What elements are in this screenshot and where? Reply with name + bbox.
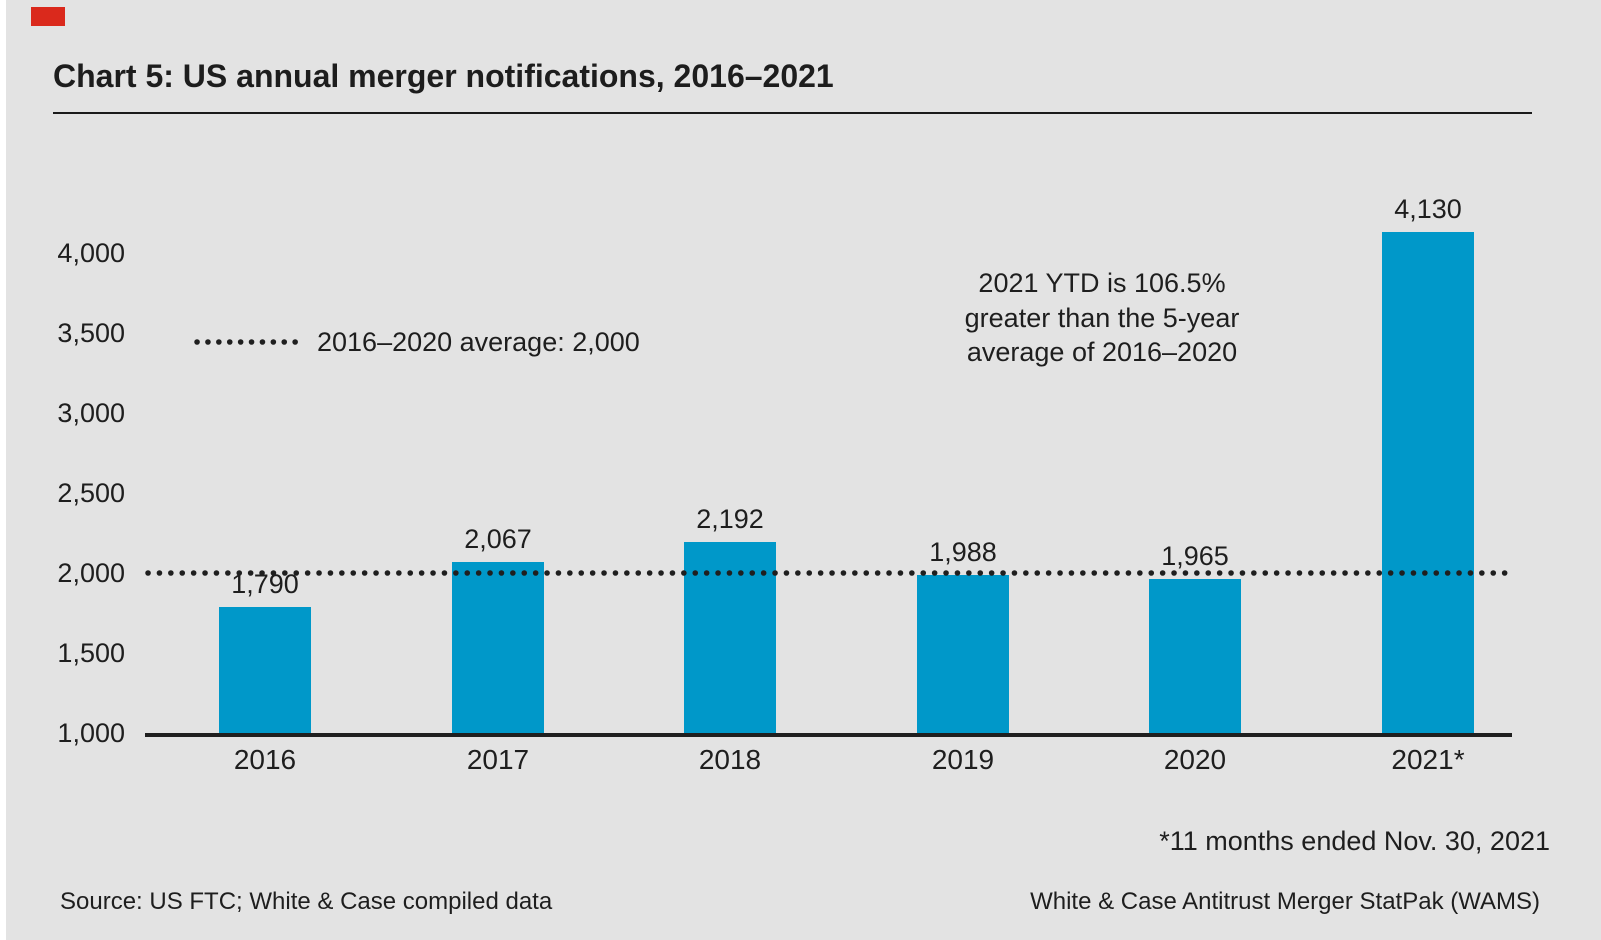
annotation-line-2: greater than the 5-year [964,302,1240,333]
chart-annotation: 2021 YTD is 106.5% greater than the 5-ye… [932,266,1272,370]
annotation-line-3: average of 2016–2020 [966,337,1238,367]
y-axis-tick-label: 2,000 [57,558,125,588]
bar-value-label: 1,790 [231,569,299,599]
bar-2019 [917,575,1009,733]
chart-title: Chart 5: US annual merger notifications,… [53,58,834,94]
bar-2017 [452,562,544,733]
dotted-line-swatch-icon [194,339,305,345]
left-edge-strip [0,0,6,940]
x-axis-category-label: 2017 [466,744,530,775]
x-axis-line [145,733,1512,737]
bar-2021 [1382,232,1474,733]
y-axis-tick-label: 1,500 [57,638,125,668]
bar-value-label: 2,192 [696,504,764,534]
x-axis-category-label: 2021* [1391,744,1465,775]
bar-value-label: 4,130 [1394,194,1462,224]
x-axis-category-label: 2019 [931,744,995,775]
publication-note: White & Case Antitrust Merger StatPak (W… [1030,888,1540,915]
bar-value-label: 1,965 [1161,541,1229,571]
y-axis-tick-label: 2,500 [57,478,125,508]
bar-2020 [1149,579,1241,733]
y-axis-tick-label: 4,000 [57,238,125,268]
y-axis-tick-label: 3,000 [57,398,125,428]
chart-footnote: *11 months ended Nov. 30, 2021 [1159,826,1550,856]
y-axis-tick-label: 1,000 [57,718,125,748]
source-note: Source: US FTC; White & Case compiled da… [60,888,553,915]
x-axis-category-label: 2016 [233,744,297,775]
brand-red-mark-icon [31,7,65,26]
annotation-line-1: 2021 YTD is 106.5% [978,268,1226,298]
average-dotted-line [145,570,1508,576]
y-axis-tick-label: 3,500 [57,318,125,348]
average-line-legend: 2016–2020 average: 2,000 [193,326,640,358]
bar-value-label: 1,988 [929,537,997,567]
x-axis-category-label: 2020 [1163,744,1227,775]
bar-2016 [219,607,311,733]
bar-value-label: 2,067 [464,524,532,554]
x-axis-category-label: 2018 [698,744,762,775]
average-line-label: 2016–2020 average: 2,000 [317,326,640,357]
title-underline-rule [53,112,1532,114]
